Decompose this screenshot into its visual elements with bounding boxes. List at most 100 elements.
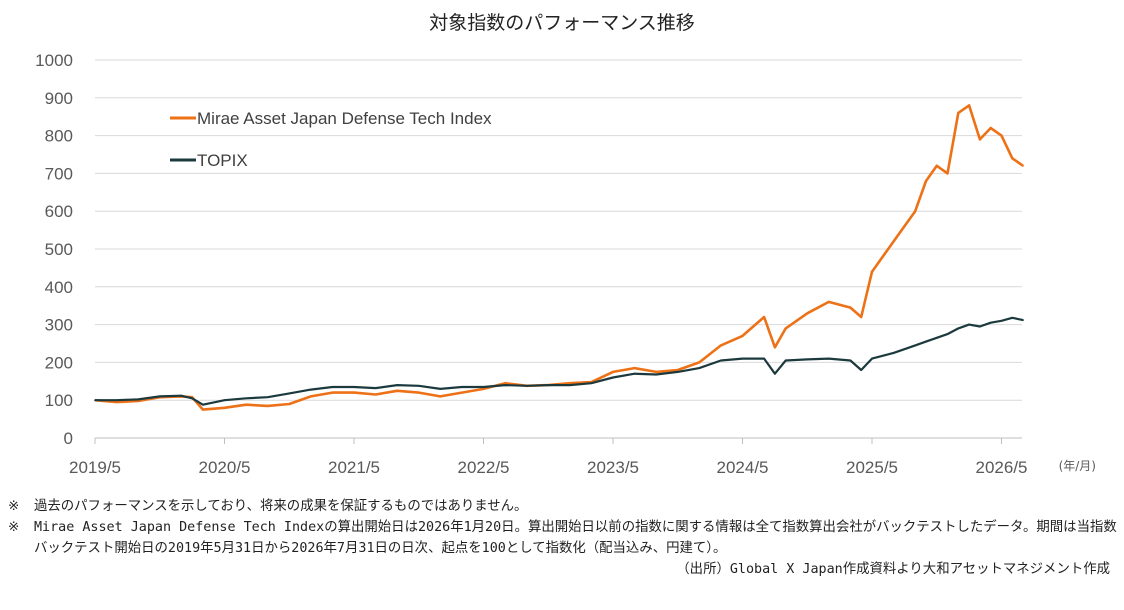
data-point <box>935 337 938 339</box>
series-lines <box>94 104 1024 411</box>
series-line-defense-tech-index <box>94 104 1024 411</box>
data-point <box>525 385 528 387</box>
data-point <box>569 382 571 384</box>
data-point <box>288 392 291 395</box>
x-unit-label: (年/月) <box>1059 459 1096 473</box>
data-point <box>288 403 291 405</box>
data-point <box>720 344 722 347</box>
data-point <box>137 400 139 402</box>
data-point <box>925 340 927 343</box>
data-point <box>871 270 873 273</box>
data-point <box>569 384 571 386</box>
data-point <box>1000 320 1003 322</box>
data-point <box>849 359 852 362</box>
data-point <box>353 386 355 388</box>
data-point <box>914 344 916 347</box>
data-point <box>374 387 377 389</box>
data-point <box>202 403 204 406</box>
footnote-text: Mirae Asset Japan Defense Tech Indexの算出開… <box>34 520 1117 556</box>
data-point <box>979 138 981 141</box>
data-point <box>439 395 442 398</box>
data-point <box>191 397 193 400</box>
data-point <box>396 389 398 392</box>
data-point <box>989 127 992 129</box>
data-point <box>655 373 657 376</box>
data-point <box>860 369 863 371</box>
y-tick-label: 300 <box>45 316 73 335</box>
data-point <box>946 172 949 175</box>
data-point <box>871 357 873 360</box>
x-tick-label: 2026/5 <box>976 458 1028 477</box>
data-point <box>374 393 377 396</box>
data-point <box>979 325 981 328</box>
data-point <box>202 408 204 411</box>
data-point <box>353 391 355 394</box>
data-point <box>784 359 787 362</box>
data-point <box>180 394 183 397</box>
data-point <box>957 327 960 330</box>
data-point <box>892 240 895 243</box>
data-point <box>245 397 247 400</box>
data-point <box>94 399 96 402</box>
data-point <box>310 388 312 391</box>
data-point <box>1022 319 1024 321</box>
data-point <box>849 306 852 309</box>
y-tick-label: 200 <box>45 353 73 372</box>
data-point <box>925 180 927 182</box>
data-point <box>698 361 701 364</box>
data-point <box>968 104 970 107</box>
data-point <box>266 405 269 407</box>
footnote-text: 過去のパフォーマンスを示しており、将来の成果を保証するものではありません。 <box>34 499 528 514</box>
footnote-2: ※ Mirae Asset Japan Defense Tech Indexの算… <box>8 517 1118 559</box>
data-point <box>331 386 334 388</box>
data-point <box>137 398 139 401</box>
data-point <box>223 406 226 409</box>
data-point <box>266 396 269 398</box>
data-point <box>935 165 938 167</box>
data-point <box>774 372 776 375</box>
x-tick-label: 2023/5 <box>587 458 639 477</box>
data-point <box>860 316 863 318</box>
note-mark: ※ <box>8 520 20 535</box>
data-point <box>115 401 118 403</box>
data-point <box>676 371 679 373</box>
data-point <box>612 376 614 379</box>
x-tick-label: 2022/5 <box>458 458 510 477</box>
series-line-topix <box>95 316 1024 406</box>
data-point <box>504 384 506 386</box>
data-point <box>806 312 809 315</box>
data-point <box>612 371 614 373</box>
data-point <box>989 321 992 324</box>
data-point <box>828 357 830 360</box>
data-point <box>655 371 657 373</box>
data-point <box>504 382 506 384</box>
x-tick-label: 2019/5 <box>69 458 121 477</box>
data-point <box>698 367 701 369</box>
data-point <box>158 395 161 398</box>
y-tick-label: 100 <box>45 391 73 410</box>
y-tick-label: 400 <box>45 278 73 297</box>
data-point <box>461 391 463 394</box>
x-tick-label: 2025/5 <box>846 458 898 477</box>
x-tick-label: 2021/5 <box>328 458 380 477</box>
data-point <box>417 385 420 387</box>
source-note: （出所）Global X Japan作成資料より大和アセットマネジメント作成 <box>676 562 1110 577</box>
data-point <box>417 391 420 394</box>
y-tick-label: 0 <box>64 429 73 448</box>
data-point <box>547 384 550 386</box>
data-point <box>439 388 442 390</box>
data-point <box>310 395 312 398</box>
data-point <box>676 369 679 371</box>
line-chart: 0 100 200 300 400 500 600 700 800 900 1000 2019/5 20… <box>35 51 1096 477</box>
data-point <box>784 327 787 330</box>
y-tick-label: 900 <box>45 89 73 108</box>
data-point <box>245 403 247 406</box>
footnotes: ※ 過去のパフォーマンスを示しており、将来の成果を保証するものではありません。 … <box>8 496 1118 580</box>
data-point <box>957 112 960 114</box>
data-point <box>892 352 895 354</box>
data-point <box>1000 134 1003 137</box>
data-point <box>482 388 485 390</box>
data-point <box>763 316 765 318</box>
data-point <box>590 382 593 384</box>
data-point <box>331 391 334 394</box>
